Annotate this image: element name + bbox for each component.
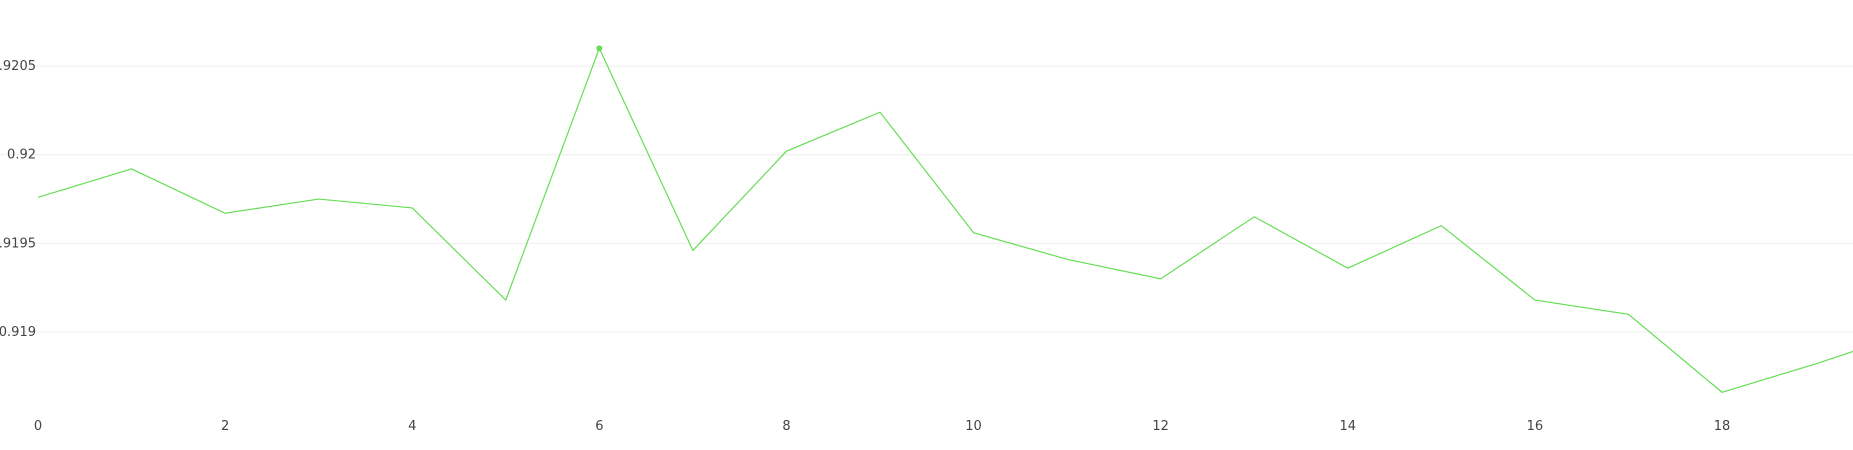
data-point[interactable] [878, 110, 882, 114]
x-tick-label: 8 [782, 419, 790, 434]
x-tick-label: 0 [34, 419, 42, 434]
data-point[interactable] [1814, 362, 1818, 366]
data-point[interactable] [223, 211, 227, 215]
x-tick-label: 12 [1152, 419, 1169, 434]
data-point[interactable] [691, 248, 695, 252]
x-tick-label: 6 [595, 419, 603, 434]
x-tick-label: 2 [221, 419, 229, 434]
data-point[interactable] [1346, 266, 1350, 270]
x-tick-label: 14 [1340, 419, 1357, 434]
y-tick-label: 0.919 [0, 325, 36, 340]
grid-layer [0, 65, 1853, 333]
data-point[interactable] [1439, 224, 1443, 228]
data-point[interactable] [410, 206, 414, 210]
data-point[interactable] [130, 167, 134, 171]
data-point[interactable] [784, 149, 788, 153]
data-point[interactable] [36, 195, 40, 199]
data-point[interactable] [1626, 312, 1630, 316]
data-point[interactable] [1533, 298, 1537, 302]
highlighted-data-point[interactable] [596, 45, 603, 52]
x-axis-tick-labels: 0 2 4 6 8 10 12 14 16 18 [34, 419, 1730, 434]
x-tick-label: 18 [1714, 419, 1731, 434]
x-tick-label: 10 [965, 419, 982, 434]
data-point[interactable] [1159, 277, 1163, 281]
y-tick-label: 0.92 [7, 148, 36, 163]
series-line [37, 46, 1853, 393]
y-tick-label: 0.9195 [0, 236, 36, 251]
data-point[interactable] [504, 298, 508, 302]
data-point[interactable] [317, 197, 321, 201]
series-layer [36, 45, 1853, 394]
x-tick-label: 4 [408, 419, 416, 434]
data-point[interactable] [972, 231, 976, 235]
data-point[interactable] [1065, 257, 1069, 261]
data-point[interactable] [1720, 390, 1724, 394]
x-tick-label: 16 [1527, 419, 1544, 434]
data-point[interactable] [1252, 215, 1256, 219]
y-tick-label: 0.9205 [0, 59, 36, 74]
y-axis-tick-labels: 0.919 0.9195 0.92 0.9205 [0, 59, 36, 340]
